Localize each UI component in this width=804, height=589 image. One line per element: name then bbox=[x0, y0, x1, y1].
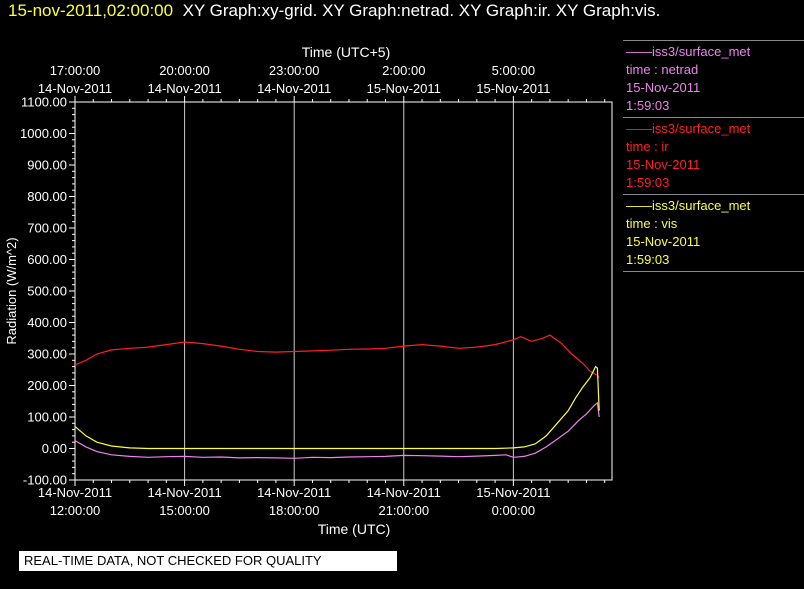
y-axis-label: Radiation (W/m^2) bbox=[4, 237, 19, 344]
x-tick-date: 14-Nov-2011 bbox=[257, 485, 331, 500]
legend-station: ——iss3/surface_met bbox=[626, 44, 751, 59]
y-tick-label: 200.00 bbox=[27, 378, 67, 393]
top-tick-date: 15-Nov-2011 bbox=[476, 81, 550, 96]
top-tick-date: 14-Nov-2011 bbox=[257, 81, 331, 96]
top-tick-time: 23:00:00 bbox=[269, 63, 320, 78]
plot-frame bbox=[74, 101, 613, 481]
radiation-chart: 17:00:00 14-Nov-2011 20:00:00 14-Nov-2011 23… bbox=[4, 44, 613, 537]
x-axis-label-top: Time (UTC+5) bbox=[302, 44, 391, 60]
top-tick-date: 14-Nov-2011 bbox=[147, 81, 221, 96]
y-tick-label: 100.00 bbox=[27, 410, 67, 425]
legend: ——iss3/surface_met time : netrad 15-Nov-… bbox=[623, 40, 804, 272]
legend-label: time : vis bbox=[626, 216, 678, 231]
legend-date: 15-Nov-2011 bbox=[626, 234, 701, 249]
series-line-ir bbox=[74, 334, 600, 378]
bottom-time-axis: 14-Nov-2011 12:00:00 14-Nov-2011 15:00:00 14… bbox=[38, 480, 606, 518]
legend-entry-netrad[interactable]: ——iss3/surface_met time : netrad 15-Nov-… bbox=[623, 40, 804, 117]
x-tick-date: 14-Nov-2011 bbox=[147, 485, 221, 500]
y-tick-label: 600.00 bbox=[27, 252, 67, 267]
legend-station: ——iss3/surface_met bbox=[626, 198, 751, 213]
y-tick-label: 400.00 bbox=[27, 315, 67, 330]
top-tick-time: 2:00:00 bbox=[382, 63, 425, 78]
chart-grid bbox=[184, 102, 514, 480]
y-tick-label: 700.00 bbox=[27, 221, 67, 236]
x-tick-date: 14-Nov-2011 bbox=[38, 485, 112, 500]
top-tick-time: 5:00:00 bbox=[492, 63, 535, 78]
legend-date: 15-Nov-2011 bbox=[626, 80, 701, 95]
series-line-vis bbox=[74, 365, 600, 450]
y-tick-label: -100.00 bbox=[23, 473, 67, 488]
plot-header: 15-nov-2011,02:00:00 XY Graph:xy-grid. X… bbox=[8, 1, 660, 21]
x-tick-time: 18:00:00 bbox=[269, 503, 320, 518]
y-tick-label: 500.00 bbox=[27, 284, 67, 299]
x-tick-date: 14-Nov-2011 bbox=[367, 485, 441, 500]
x-axis-label-bottom: Time (UTC) bbox=[318, 521, 391, 537]
top-time-axis: 17:00:00 14-Nov-2011 20:00:00 14-Nov-2011 23… bbox=[38, 63, 606, 102]
legend-label: time : netrad bbox=[626, 62, 699, 77]
y-tick-label: 800.00 bbox=[27, 189, 67, 204]
y-tick-label: 300.00 bbox=[27, 347, 67, 362]
y-tick-label: 1100.00 bbox=[21, 95, 67, 110]
legend-entry-ir[interactable]: ——iss3/surface_met time : ir 15-Nov-2011… bbox=[623, 117, 804, 194]
x-tick-time: 12:00:00 bbox=[50, 503, 101, 518]
header-timestamp: 15-nov-2011,02:00:00 bbox=[8, 1, 174, 20]
x-tick-time: 21:00:00 bbox=[378, 503, 429, 518]
legend-station: ——iss3/surface_met bbox=[626, 121, 751, 136]
legend-time: 1:59:03 bbox=[626, 175, 670, 190]
legend-date: 15-Nov-2011 bbox=[626, 157, 701, 172]
top-tick-time: 20:00:00 bbox=[159, 63, 210, 78]
top-tick-time: 17:00:00 bbox=[50, 63, 101, 78]
legend-entry-vis[interactable]: ——iss3/surface_met time : vis 15-Nov-201… bbox=[623, 194, 804, 272]
header-graph-list: XY Graph:xy-grid. XY Graph:netrad. XY Gr… bbox=[182, 1, 661, 20]
x-tick-time: 0:00:00 bbox=[492, 503, 535, 518]
legend-time: 1:59:03 bbox=[626, 252, 670, 267]
y-tick-label: 0.00 bbox=[42, 441, 67, 456]
x-tick-time: 15:00:00 bbox=[159, 503, 210, 518]
quality-disclaimer: REAL-TIME DATA, NOT CHECKED FOR QUALITY bbox=[19, 551, 397, 571]
legend-time: 1:59:03 bbox=[626, 98, 670, 113]
y-tick-label: 900.00 bbox=[27, 158, 67, 173]
series-line-netrad bbox=[74, 401, 600, 459]
x-tick-date: 15-Nov-2011 bbox=[476, 485, 550, 500]
legend-label: time : ir bbox=[626, 139, 669, 154]
top-tick-date: 15-Nov-2011 bbox=[367, 81, 441, 96]
series-layer bbox=[74, 334, 600, 459]
y-tick-label: 1000.00 bbox=[20, 126, 67, 141]
top-tick-date: 14-Nov-2011 bbox=[38, 81, 112, 96]
y-axis: -100.00 0.00 100.00 200.00 300.00 400.00 500.0… bbox=[20, 95, 75, 488]
